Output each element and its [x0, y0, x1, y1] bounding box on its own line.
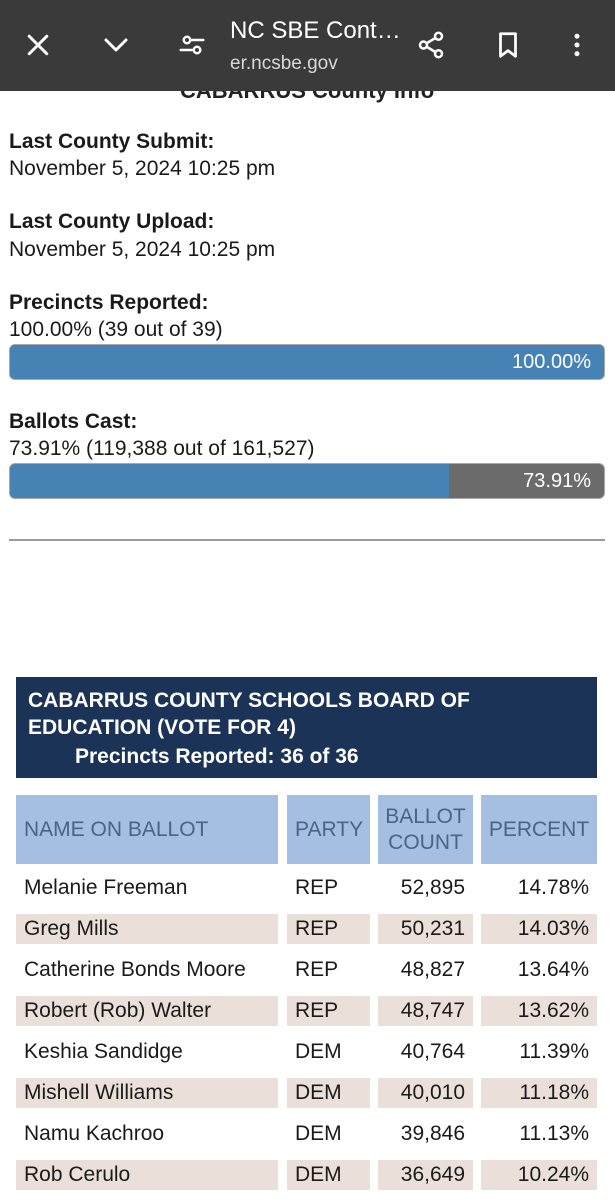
party-cell: REP	[295, 876, 339, 899]
page-title[interactable]: NC SBE Cont…	[230, 17, 400, 44]
section-divider	[9, 539, 605, 541]
party-cell: DEM	[287, 1160, 370, 1190]
party-cell: DEM	[295, 1040, 342, 1063]
percent-cell: 11.39%	[519, 1040, 589, 1063]
percent-cell: 10.24%	[481, 1160, 597, 1190]
ballot-count-cell: 39,846	[400, 1122, 465, 1145]
last-upload-label: Last County Upload:	[9, 210, 215, 233]
table-row: Melanie Freeman REP 52,895 14.78%	[16, 873, 597, 903]
ballots-progress-bar: 73.91%	[9, 463, 605, 499]
last-submit-value: November 5, 2024 10:25 pm	[9, 157, 276, 180]
precincts-progress-fill	[10, 345, 604, 379]
ballot-count-cell: 40,764	[400, 1040, 465, 1063]
candidate-name-cell: Greg Mills	[16, 914, 278, 944]
chevron-down-icon[interactable]	[96, 25, 136, 65]
table-row: Greg Mills REP 50,231 14.03%	[16, 914, 597, 944]
ballot-count-cell: 48,827	[400, 958, 465, 981]
column-header-ballot-count[interactable]: BALLOT COUNT	[378, 795, 473, 864]
bookmark-icon[interactable]	[488, 25, 528, 65]
candidate-name-cell: Keshia Sandidge	[24, 1040, 183, 1063]
candidate-name-cell: Catherine Bonds Moore	[24, 958, 246, 981]
column-header-party[interactable]: PARTY	[287, 795, 370, 864]
contest-header: CABARRUS COUNTY SCHOOLS BOARD OF EDUCATI…	[16, 677, 597, 778]
close-icon[interactable]	[18, 25, 58, 65]
candidate-name-cell: Mishell Williams	[16, 1078, 278, 1108]
party-cell: REP	[287, 914, 370, 944]
contest-precincts-reported: Precincts Reported: 36 of 36	[75, 745, 359, 768]
candidate-name-cell: Melanie Freeman	[24, 876, 188, 899]
party-cell: DEM	[287, 1078, 370, 1108]
ballots-cast-label: Ballots Cast:	[9, 410, 138, 433]
ballot-count-cell: 48,747	[378, 996, 473, 1026]
precincts-reported-label: Precincts Reported:	[9, 291, 209, 314]
precincts-progress-text: 100.00%	[512, 351, 591, 373]
column-header-percent[interactable]: PERCENT	[481, 795, 597, 864]
ballot-count-cell: 52,895	[400, 876, 465, 899]
table-row: Keshia Sandidge DEM 40,764 11.39%	[16, 1037, 597, 1067]
ballots-progress-fill	[10, 464, 450, 498]
ballots-progress-text: 73.91%	[523, 470, 591, 492]
percent-cell: 14.78%	[517, 876, 589, 899]
percent-cell: 11.18%	[481, 1078, 597, 1108]
toolbar-layer: NC SBE Cont… er.ncsbe.gov	[0, 0, 615, 91]
precincts-progress-bar: 100.00%	[9, 344, 605, 380]
table-row: Mishell Williams DEM 40,010 11.18%	[16, 1078, 597, 1108]
percent-cell: 11.13%	[519, 1122, 589, 1145]
table-row: Robert (Rob) Walter REP 48,747 13.62%	[16, 996, 597, 1026]
contest-title: CABARRUS COUNTY SCHOOLS BOARD OF EDUCATI…	[28, 689, 470, 739]
precincts-reported-value: 100.00% (39 out of 39)	[9, 318, 223, 341]
percent-cell: 13.64%	[517, 958, 589, 981]
table-row: Catherine Bonds Moore REP 48,827 13.64%	[16, 955, 597, 985]
ballots-cast-value: 73.91% (119,388 out of 161,527)	[9, 437, 315, 460]
party-cell: REP	[287, 996, 370, 1026]
party-cell: REP	[295, 958, 339, 981]
last-submit-label: Last County Submit:	[9, 130, 215, 153]
candidate-name-cell: Robert (Rob) Walter	[16, 996, 278, 1026]
column-header-ballot-count-line1: BALLOT	[385, 804, 466, 828]
column-header-ballot-count-line2: COUNT	[388, 830, 463, 854]
table-row: Namu Kachroo DEM 39,846 11.13%	[16, 1119, 597, 1149]
table-row: Rob Cerulo DEM 36,649 10.24%	[16, 1160, 597, 1190]
ballot-count-cell: 40,010	[378, 1078, 473, 1108]
percent-cell: 13.62%	[481, 996, 597, 1026]
ballot-count-cell: 36,649	[378, 1160, 473, 1190]
more-vert-icon[interactable]	[557, 25, 597, 65]
share-icon[interactable]	[411, 25, 451, 65]
percent-cell: 14.03%	[481, 914, 597, 944]
column-header-name[interactable]: NAME ON BALLOT	[16, 795, 278, 864]
candidate-name-cell: Namu Kachroo	[24, 1122, 165, 1145]
party-cell: DEM	[295, 1122, 342, 1145]
page-url[interactable]: er.ncsbe.gov	[230, 53, 338, 74]
ballot-count-cell: 50,231	[378, 914, 473, 944]
last-upload-value: November 5, 2024 10:25 pm	[9, 238, 276, 261]
tune-icon[interactable]	[172, 25, 212, 65]
candidate-name-cell: Rob Cerulo	[16, 1160, 278, 1190]
